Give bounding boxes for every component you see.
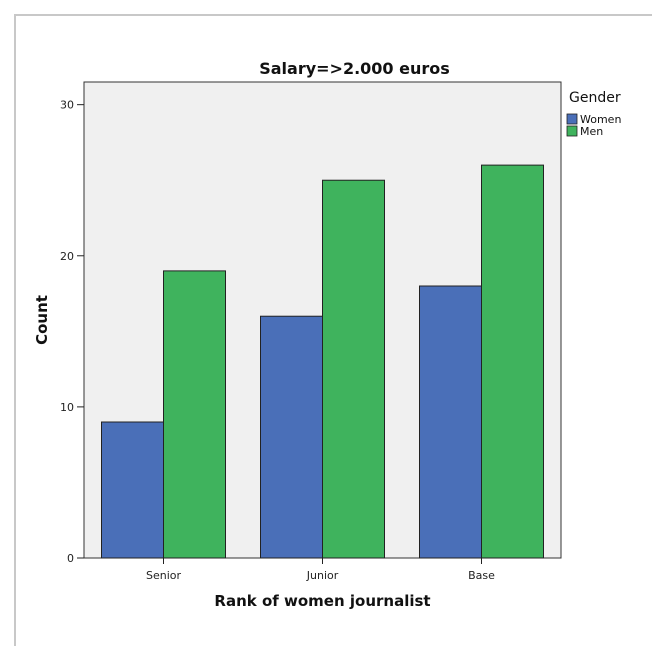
x-tick-label-base: Base bbox=[468, 569, 495, 582]
bar-senior-women bbox=[101, 421, 164, 559]
y-tick-label-10: 10 bbox=[60, 401, 74, 414]
y-tick-label-0: 0 bbox=[67, 552, 74, 565]
y-axis: 0 10 20 30 bbox=[60, 99, 84, 565]
legend-label-women: Women bbox=[580, 113, 621, 126]
y-tick-label-20: 20 bbox=[60, 250, 74, 263]
bar-junior-men bbox=[322, 179, 385, 559]
x-axis: Senior Junior Base bbox=[146, 558, 495, 582]
legend-title: Gender bbox=[569, 90, 621, 106]
bar-base-women bbox=[419, 285, 482, 559]
x-tick-label-senior: Senior bbox=[146, 569, 182, 582]
bars-group bbox=[101, 164, 544, 559]
x-axis-title: Rank of women journalist bbox=[214, 592, 430, 610]
frame-left-border bbox=[14, 14, 16, 646]
bar-junior-women bbox=[260, 315, 323, 559]
chart-title: Salary=>2.000 euros bbox=[259, 59, 450, 78]
bar-senior-men bbox=[163, 270, 226, 559]
legend-swatch-men bbox=[566, 125, 578, 137]
y-tick-label-30: 30 bbox=[60, 99, 74, 112]
legend-label-men: Men bbox=[580, 125, 603, 138]
legend-swatch-women bbox=[566, 113, 578, 125]
frame-top-border bbox=[14, 14, 652, 16]
y-axis-title: Count bbox=[33, 295, 51, 345]
bar-base-men bbox=[481, 164, 544, 559]
x-tick-label-junior: Junior bbox=[306, 569, 339, 582]
